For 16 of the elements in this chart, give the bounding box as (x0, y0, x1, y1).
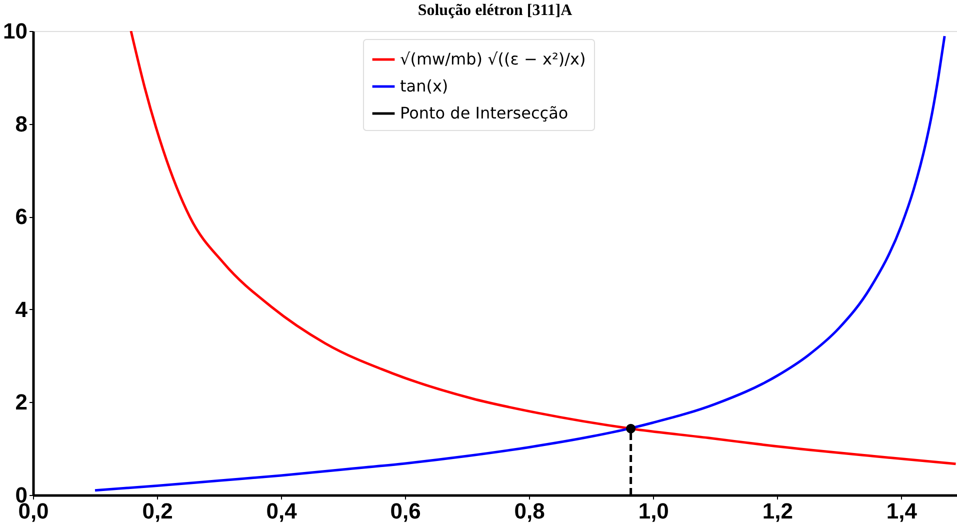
x-tick-label: 1,0 (638, 498, 669, 524)
legend-label: Ponto de Intersecção (400, 104, 568, 122)
y-tick-label: 8 (15, 111, 28, 136)
x-tick-label: 0,2 (142, 498, 173, 524)
y-tick-label: 10 (3, 18, 28, 44)
y-tick-label: 6 (15, 204, 28, 230)
x-tick-label: 0,6 (390, 498, 421, 524)
x-tick-label: 0,8 (514, 498, 545, 524)
legend-label: √(mw/mb) √((ε − x²)/x) (400, 50, 586, 68)
chart-title: Solução elétron [311]A (418, 2, 573, 19)
x-tick-label: 0,4 (266, 498, 298, 524)
y-tick-label: 4 (15, 296, 28, 322)
legend-label: tan(x) (400, 76, 448, 96)
x-tick-label: 1,2 (762, 498, 793, 524)
y-tick-label: 2 (15, 390, 28, 415)
x-tick-label: 1,4 (886, 498, 918, 524)
